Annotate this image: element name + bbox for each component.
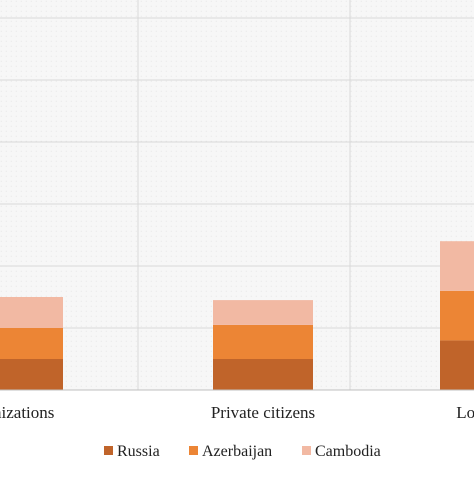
legend-label: Cambodia bbox=[315, 443, 381, 460]
x-tick-label: Local self bbox=[456, 403, 474, 422]
bar-segment bbox=[213, 359, 313, 390]
bar-segment bbox=[0, 328, 63, 359]
legend-swatch bbox=[189, 446, 198, 455]
bar-segment bbox=[0, 297, 63, 328]
bar-segment bbox=[0, 359, 63, 390]
bar-segment bbox=[440, 241, 474, 291]
bar-segment bbox=[440, 340, 474, 390]
legend-swatch bbox=[302, 446, 311, 455]
x-axis: rganizations Private citizens Local self bbox=[0, 389, 474, 422]
x-tick-label: Private citizens bbox=[211, 403, 315, 422]
x-tick-label: rganizations bbox=[0, 403, 54, 422]
bar-segment bbox=[213, 300, 313, 325]
legend-swatch bbox=[104, 446, 113, 455]
bars-layer bbox=[0, 241, 474, 390]
legend-label: Azerbaijan bbox=[202, 443, 272, 460]
legend: Russia Azerbaijan Cambodia bbox=[104, 443, 381, 460]
bar-segment bbox=[440, 290, 474, 341]
bar-segment bbox=[213, 324, 313, 359]
legend-label: Russia bbox=[117, 443, 160, 460]
